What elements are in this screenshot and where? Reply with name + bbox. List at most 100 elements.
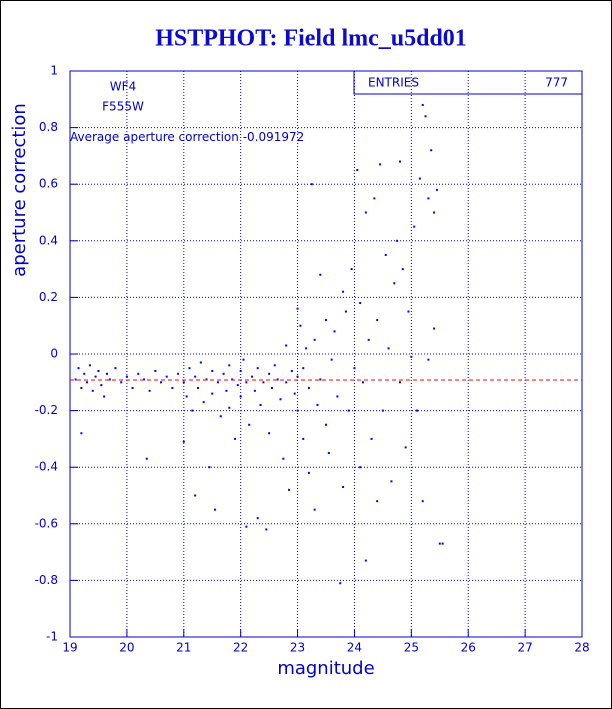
y-tick-label: -0.4 [35, 460, 58, 474]
point [148, 389, 151, 392]
x-tick-label: 23 [290, 641, 305, 655]
point [302, 367, 305, 370]
point [342, 486, 345, 489]
point [325, 423, 327, 426]
point [279, 398, 282, 401]
point [410, 355, 413, 358]
point [197, 386, 199, 389]
point [191, 409, 194, 412]
point [248, 423, 251, 426]
point [404, 446, 407, 449]
point [359, 466, 362, 469]
point [233, 437, 236, 440]
point [160, 381, 163, 384]
point [361, 381, 364, 384]
point [256, 517, 259, 520]
point [310, 183, 313, 186]
point [353, 367, 356, 370]
point [285, 381, 288, 384]
x-tick-label: 27 [517, 641, 532, 655]
y-axis-label: aperture correction [9, 103, 30, 277]
point [103, 395, 106, 398]
stats-label: ENTRIES [368, 76, 419, 90]
point [211, 369, 214, 372]
point [413, 225, 416, 228]
point [319, 378, 322, 381]
point [342, 290, 345, 293]
point [282, 457, 285, 460]
point [228, 364, 231, 367]
point [296, 375, 299, 378]
x-axis-label: magnitude [277, 658, 374, 679]
point [77, 367, 80, 370]
point [367, 338, 370, 341]
point [222, 372, 225, 375]
point [299, 324, 302, 327]
point [379, 163, 382, 166]
point [381, 409, 384, 412]
point [165, 375, 168, 378]
point [350, 268, 353, 271]
point [86, 381, 89, 384]
x-tick-label: 28 [574, 641, 589, 655]
point [424, 115, 427, 118]
y-tick-label: 0.2 [39, 290, 58, 304]
point [97, 369, 100, 372]
point [364, 211, 367, 214]
point [398, 381, 401, 384]
point [219, 415, 222, 418]
point [211, 392, 214, 395]
point [142, 378, 145, 381]
point [418, 177, 421, 180]
point [441, 542, 444, 545]
y-tick-label: 0 [50, 347, 58, 361]
point [239, 395, 242, 398]
point [307, 386, 310, 389]
point [376, 500, 379, 503]
point [137, 372, 140, 375]
point [307, 471, 310, 474]
point [208, 466, 211, 469]
point [259, 403, 262, 406]
point [202, 401, 205, 404]
point [205, 378, 208, 381]
point [293, 392, 296, 395]
x-tick-label: 24 [347, 641, 362, 655]
point [336, 395, 339, 398]
point [131, 386, 134, 389]
annotation: WF4 [110, 80, 136, 94]
point [199, 361, 202, 364]
point [316, 403, 319, 406]
point [182, 381, 185, 384]
point [290, 369, 293, 372]
point [430, 149, 433, 152]
point [214, 508, 217, 511]
average-value: -0.091972 [243, 130, 305, 144]
point [83, 372, 86, 375]
point [387, 347, 390, 350]
point [194, 375, 197, 378]
point [376, 319, 379, 322]
y-tick-label: 1 [50, 64, 58, 78]
point [228, 406, 231, 409]
point [182, 440, 185, 443]
point [253, 389, 256, 392]
average-annotation: Average aperture correction -0.091972 [70, 130, 304, 144]
point [370, 437, 373, 440]
stats-value: 777 [545, 76, 568, 90]
point [276, 378, 279, 381]
point [268, 432, 271, 435]
annotation: F555W [102, 100, 144, 114]
point [88, 364, 91, 367]
average-label: Average aperture correction [70, 130, 239, 144]
point [435, 188, 438, 191]
y-tick-label: 0.4 [39, 233, 58, 247]
x-tick-label: 22 [233, 641, 248, 655]
point [177, 372, 180, 375]
point [296, 409, 299, 412]
plot-frame [69, 70, 583, 638]
point [288, 488, 291, 491]
point [245, 525, 248, 528]
